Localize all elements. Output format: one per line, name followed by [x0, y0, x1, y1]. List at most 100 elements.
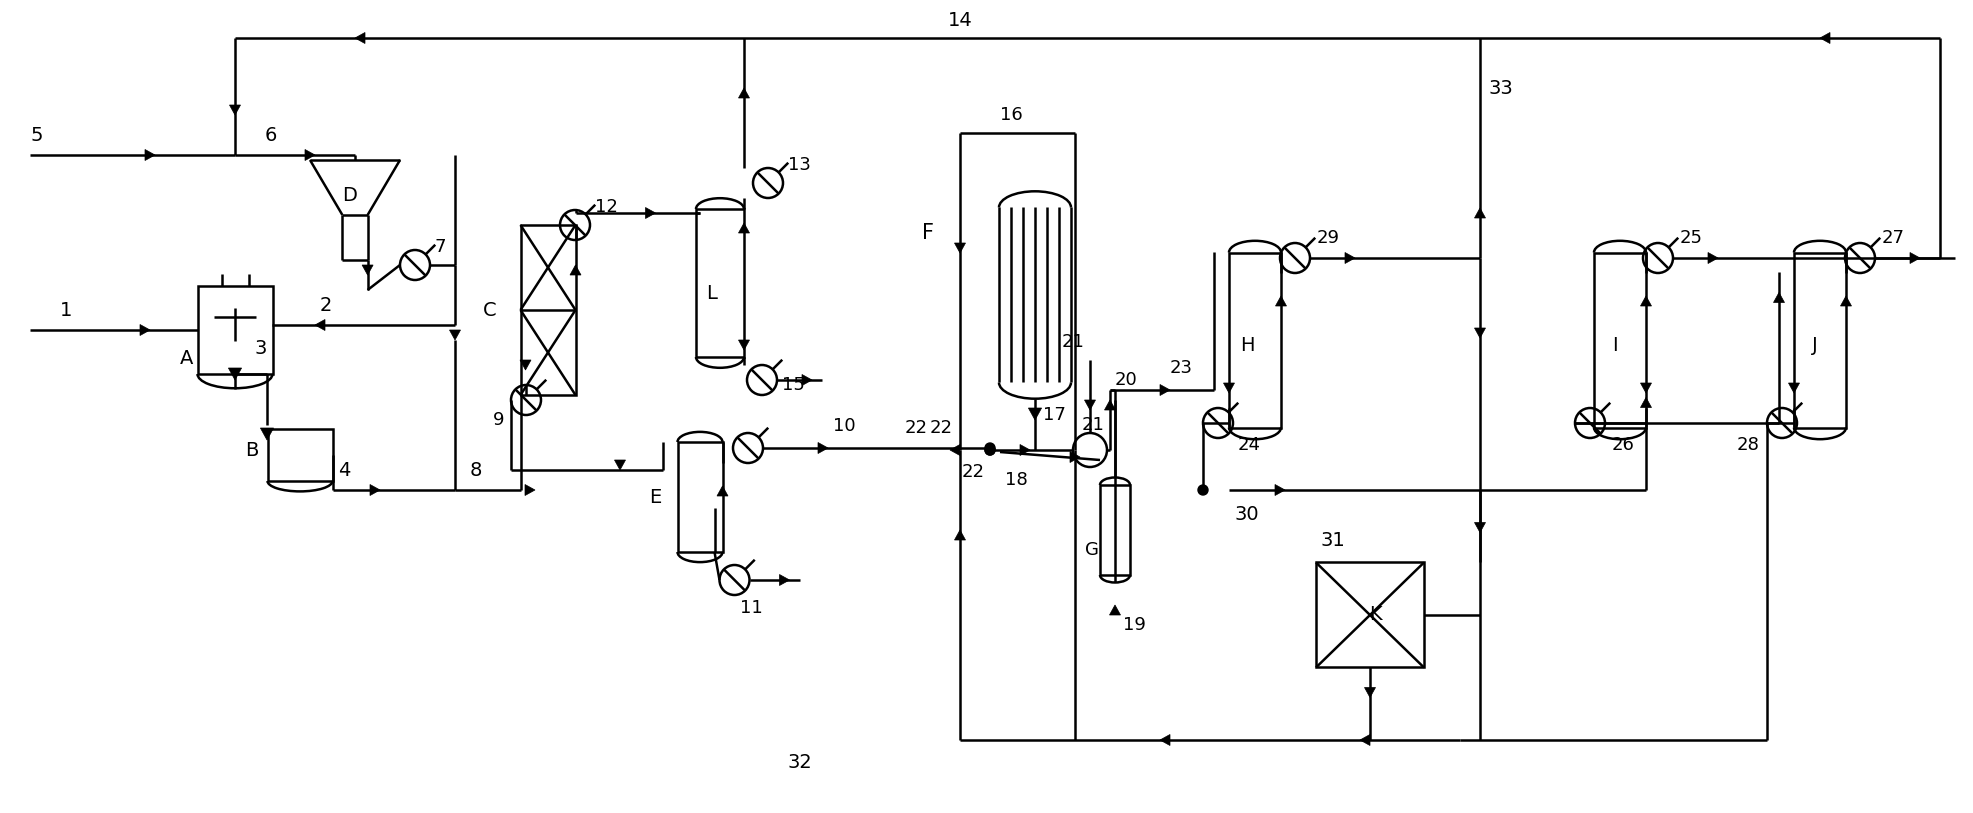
Text: 22: 22 — [929, 419, 953, 437]
Polygon shape — [955, 530, 965, 540]
Polygon shape — [1640, 398, 1651, 407]
Polygon shape — [355, 33, 365, 44]
Bar — [1592, 253, 1645, 428]
Polygon shape — [1819, 33, 1829, 44]
Polygon shape — [570, 265, 580, 275]
Text: 7: 7 — [434, 238, 446, 256]
Polygon shape — [738, 340, 750, 350]
Polygon shape — [1275, 485, 1284, 495]
Text: I: I — [1612, 336, 1618, 354]
Circle shape — [1198, 485, 1207, 495]
Text: D: D — [343, 185, 357, 205]
Circle shape — [985, 443, 994, 453]
Text: 13: 13 — [787, 156, 811, 174]
Text: 21: 21 — [1061, 333, 1085, 351]
Text: 9: 9 — [493, 411, 505, 429]
Polygon shape — [716, 486, 728, 496]
Text: K: K — [1367, 606, 1381, 624]
Text: J: J — [1811, 336, 1817, 354]
Text: 17: 17 — [1042, 406, 1065, 424]
Polygon shape — [1474, 523, 1486, 533]
Polygon shape — [1028, 408, 1042, 420]
Text: 31: 31 — [1320, 531, 1346, 550]
Bar — [1099, 485, 1129, 575]
Text: 29: 29 — [1316, 229, 1340, 247]
Text: A: A — [180, 349, 193, 367]
Polygon shape — [949, 445, 959, 455]
Polygon shape — [1363, 688, 1375, 698]
Polygon shape — [229, 105, 241, 115]
Polygon shape — [1707, 253, 1717, 263]
Text: 8: 8 — [470, 460, 481, 480]
Polygon shape — [1640, 296, 1651, 306]
Text: 21: 21 — [1081, 416, 1105, 434]
Text: 1: 1 — [59, 301, 73, 320]
Polygon shape — [817, 442, 827, 454]
Text: 12: 12 — [594, 198, 618, 216]
Bar — [197, 286, 272, 374]
Bar — [1793, 253, 1845, 428]
Text: E: E — [649, 488, 661, 506]
Circle shape — [985, 445, 994, 455]
Polygon shape — [140, 324, 150, 336]
Polygon shape — [519, 360, 531, 370]
Polygon shape — [450, 330, 460, 340]
Text: 26: 26 — [1612, 436, 1634, 454]
Polygon shape — [1474, 328, 1486, 338]
Text: 25: 25 — [1679, 229, 1703, 247]
Polygon shape — [260, 428, 274, 440]
Polygon shape — [738, 223, 750, 233]
Polygon shape — [1788, 383, 1799, 393]
Polygon shape — [361, 265, 373, 275]
Text: L: L — [706, 284, 716, 302]
Text: 28: 28 — [1736, 436, 1760, 454]
Polygon shape — [1910, 253, 1920, 263]
Polygon shape — [1839, 296, 1851, 306]
Polygon shape — [306, 150, 316, 160]
Text: 22: 22 — [904, 419, 927, 437]
Polygon shape — [1105, 400, 1115, 410]
Text: B: B — [245, 441, 258, 459]
Text: 19: 19 — [1123, 616, 1144, 634]
Polygon shape — [1020, 445, 1030, 455]
Text: 3: 3 — [255, 338, 266, 358]
Polygon shape — [1275, 296, 1286, 306]
Polygon shape — [1109, 605, 1121, 615]
Polygon shape — [229, 368, 241, 380]
Polygon shape — [1359, 734, 1369, 746]
Circle shape — [985, 445, 994, 455]
Bar — [1316, 563, 1423, 667]
Text: 30: 30 — [1233, 506, 1259, 524]
Text: C: C — [481, 301, 495, 320]
Text: 20: 20 — [1115, 371, 1136, 389]
Polygon shape — [738, 88, 750, 98]
Text: F: F — [921, 223, 933, 243]
Polygon shape — [1223, 383, 1233, 393]
Text: 10: 10 — [833, 417, 854, 435]
Text: 32: 32 — [787, 753, 813, 772]
Polygon shape — [1160, 734, 1170, 746]
Polygon shape — [316, 320, 326, 331]
Polygon shape — [1083, 400, 1095, 410]
Polygon shape — [1772, 293, 1784, 302]
Text: 27: 27 — [1880, 229, 1904, 247]
Polygon shape — [1160, 385, 1170, 395]
Polygon shape — [779, 575, 789, 585]
Polygon shape — [369, 485, 381, 495]
Polygon shape — [1069, 451, 1079, 463]
Polygon shape — [1640, 383, 1651, 393]
Polygon shape — [1344, 253, 1353, 263]
Polygon shape — [1474, 208, 1486, 218]
Text: 4: 4 — [337, 460, 349, 480]
Text: 14: 14 — [947, 11, 973, 29]
Bar — [677, 442, 722, 552]
Polygon shape — [614, 460, 625, 470]
Text: 11: 11 — [740, 599, 762, 617]
Text: 5: 5 — [30, 125, 43, 145]
Text: 23: 23 — [1170, 359, 1192, 377]
Bar — [696, 209, 744, 357]
Text: 16: 16 — [1000, 106, 1022, 124]
Polygon shape — [801, 375, 811, 385]
Polygon shape — [645, 207, 655, 219]
Text: 2: 2 — [320, 295, 331, 315]
